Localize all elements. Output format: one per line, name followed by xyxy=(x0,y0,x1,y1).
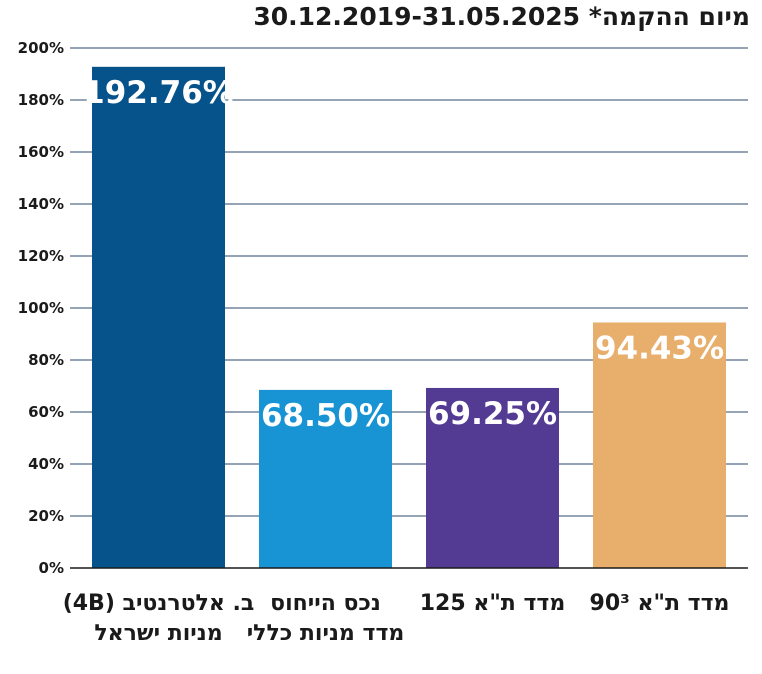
chart-title: מיום ההקמה* 30.12.2019-31.05.2025 xyxy=(253,2,750,31)
bar-value-label: 94.43% xyxy=(595,330,724,366)
bar xyxy=(593,322,726,568)
category-label: ב. אלטרנטיב (4B) xyxy=(63,591,255,616)
bar xyxy=(92,66,225,568)
category-label: מדד ת"א 125 xyxy=(420,591,566,616)
y-tick-label: 140% xyxy=(18,195,64,213)
bar-value-label: 68.50% xyxy=(261,398,390,434)
category-label: מדד ת"א 90³ xyxy=(590,591,730,616)
y-tick-label: 200% xyxy=(18,39,64,57)
y-tick-label: 100% xyxy=(18,299,64,317)
bar xyxy=(426,387,559,568)
y-tick-label: 20% xyxy=(28,507,64,525)
y-tick-label: 0% xyxy=(39,559,64,577)
y-tick-label: 60% xyxy=(28,403,64,421)
category-label: מניות ישראל xyxy=(94,621,222,646)
category-label: נכס הייחוס xyxy=(270,591,381,616)
y-tick-label: 160% xyxy=(18,143,64,161)
y-tick-label: 80% xyxy=(28,351,64,369)
category-label: מדד מניות כללי xyxy=(247,621,405,646)
bar-value-label: 69.25% xyxy=(428,396,557,432)
y-tick-label: 180% xyxy=(18,91,64,109)
y-tick-label: 120% xyxy=(18,247,64,265)
y-tick-label: 40% xyxy=(28,455,64,473)
bar-value-label: 192.76% xyxy=(83,75,234,111)
bar xyxy=(259,389,392,568)
